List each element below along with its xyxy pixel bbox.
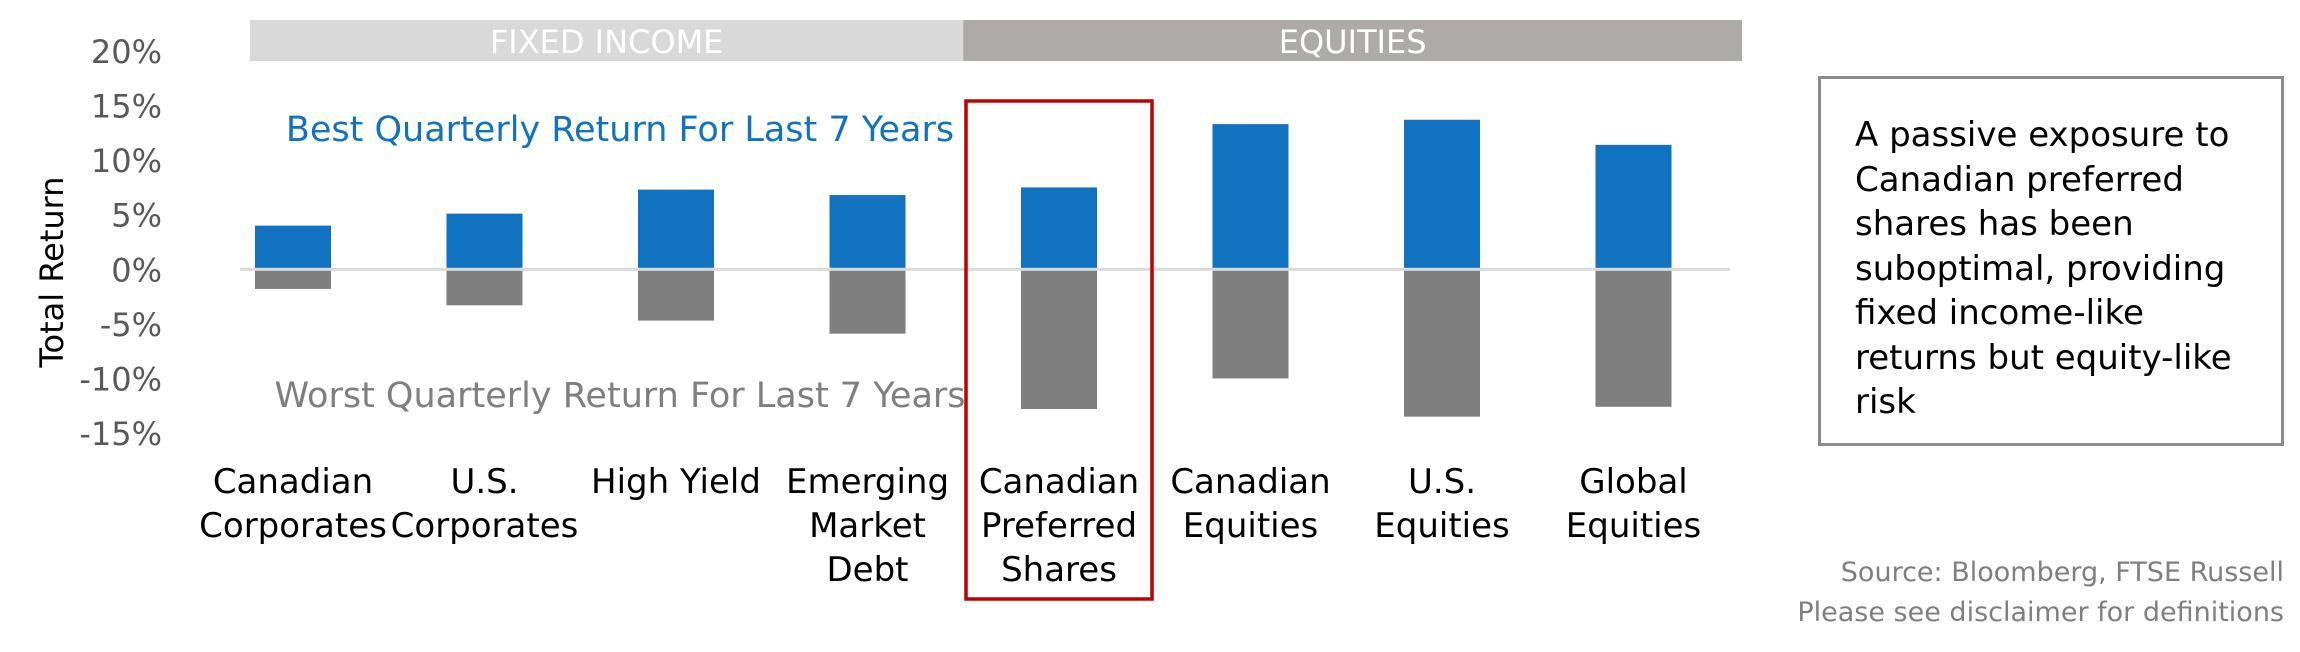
y-axis: 20% 15% 10% 5% 0% -5% -10% -15% <box>79 33 162 453</box>
x-tick-label: High Yield <box>591 462 761 502</box>
callout-line: returns but equity-like <box>1855 337 2232 378</box>
category-group-bands: FIXED INCOME EQUITIES <box>250 20 1742 61</box>
callout-line: A passive exposure to <box>1855 115 2230 155</box>
y-tick-label: -10% <box>79 360 162 398</box>
x-tick-label-line: U.S. <box>1408 462 1476 502</box>
bar <box>255 270 331 289</box>
bar <box>638 189 714 268</box>
bar <box>446 213 523 268</box>
x-tick-label: Canadian Equities <box>1170 462 1330 546</box>
x-tick-label-line: Equities <box>1183 506 1318 546</box>
x-tick-label-line: Preferred <box>981 506 1137 546</box>
y-tick-label: -5% <box>100 306 162 344</box>
bar <box>446 270 523 306</box>
highlight-box <box>964 99 1154 601</box>
group-band-label: FIXED INCOME <box>490 23 724 61</box>
x-tick-label-line: U.S. <box>450 462 518 502</box>
bars <box>255 119 1672 417</box>
x-tick-label-line: Corporates <box>391 506 579 546</box>
x-tick-label: Canadian Corporates <box>199 462 387 546</box>
x-tick-label-line: Equities <box>1374 506 1509 546</box>
y-tick-label: 0% <box>111 251 162 289</box>
bar <box>1212 270 1289 379</box>
group-band-label: EQUITIES <box>1279 23 1427 61</box>
callout-box: A passive exposure to Canadian preferred s… <box>1818 76 2284 446</box>
x-tick-label-line: Canadian <box>979 462 1139 502</box>
x-tick-label: Global Equities <box>1566 462 1701 546</box>
x-tick-label-line: Corporates <box>199 506 387 546</box>
x-tick-label-line: Canadian <box>1170 462 1330 502</box>
bar <box>1404 270 1480 417</box>
y-axis-title: Total Return <box>33 176 71 368</box>
bar <box>1595 144 1672 268</box>
y-tick-label: 20% <box>91 33 162 71</box>
group-band <box>250 20 964 61</box>
callout-line: suboptimal, providing <box>1855 248 2226 289</box>
y-tick-label: 15% <box>91 88 162 126</box>
bar <box>829 270 906 334</box>
bar <box>638 270 714 321</box>
series-label: Best Quarterly Return For Last 7 Years <box>286 110 954 150</box>
bar <box>1021 187 1097 268</box>
bar <box>1212 124 1289 268</box>
bar <box>1404 119 1480 268</box>
callout-line: shares has been <box>1855 204 2134 244</box>
x-tick-label-line: Debt <box>826 550 908 590</box>
callout-text: A passive exposure to Canadian preferred s… <box>1855 113 2251 425</box>
y-tick-label: -15% <box>79 415 162 453</box>
y-tick-label: 5% <box>111 197 162 235</box>
callout-line: risk <box>1855 382 1916 422</box>
series-labels: Best Quarterly Return For Last 7 Years Wo… <box>274 110 965 416</box>
group-band <box>963 20 1742 61</box>
y-tick-label: 10% <box>91 142 162 180</box>
x-tick-label-line: Emerging <box>786 462 949 502</box>
callout-line: Canadian preferred <box>1855 159 2184 200</box>
x-tick-label-line: Canadian <box>213 462 373 502</box>
bar <box>255 225 331 268</box>
bar <box>829 195 906 268</box>
x-tick-label-line: Shares <box>1001 550 1117 590</box>
x-tick-label: Emerging Market Debt <box>786 462 949 590</box>
x-tick-label: U.S. Equities <box>1374 462 1509 546</box>
x-tick-label-line: Equities <box>1566 506 1701 546</box>
bar <box>1595 270 1672 407</box>
bar <box>1021 270 1097 409</box>
x-tick-label-line: Global <box>1579 462 1687 502</box>
source-note: Source: Bloomberg, FTSE Russell Please s… <box>1797 553 2284 633</box>
x-tick-label-line: Market <box>809 506 926 546</box>
x-tick-label-line: High Yield <box>591 462 761 502</box>
source-line: Source: Bloomberg, FTSE Russell <box>1840 557 2284 588</box>
x-tick-label: U.S. Corporates <box>391 462 579 546</box>
series-label: Worst Quarterly Return For Last 7 Years <box>274 376 965 416</box>
disclaimer-line: Please see disclaimer for definitions <box>1797 597 2284 628</box>
x-tick-label: Canadian Preferred Shares <box>979 462 1139 590</box>
callout-line: fixed income-like <box>1855 293 2144 333</box>
